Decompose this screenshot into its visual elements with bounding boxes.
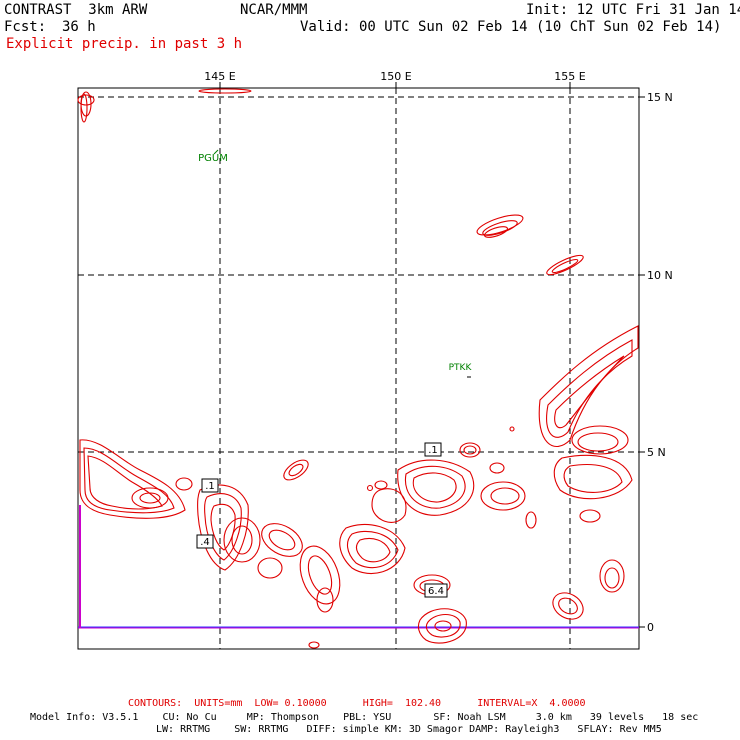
value-label: 6.4 — [428, 586, 444, 597]
graticule — [78, 88, 639, 649]
field-title: Explicit precip. in past 3 h — [6, 36, 243, 52]
valid-time: Valid: 00 UTC Sun 02 Feb 14 (10 ChT Sun … — [300, 19, 722, 35]
lat-tick-label: 5 N — [647, 446, 666, 459]
stations: PGUM PTKK — [198, 149, 473, 378]
value-label-box — [201, 478, 219, 493]
lat-tick-label: 10 N — [647, 269, 673, 282]
contour-info: CONTOURS: UNITS=mm LOW= 0.10000 HIGH= 10… — [128, 698, 586, 709]
init-time: Init: 12 UTC Fri 31 Jan 14 — [526, 2, 740, 18]
lat-labels: 15 N 10 N 5 N 0 — [647, 91, 673, 634]
value-label-box — [196, 534, 214, 549]
value-label: .1 — [428, 445, 438, 456]
lon-tick-label: 145 E — [204, 70, 235, 83]
ticks — [219, 82, 645, 628]
lon-tick-label: 150 E — [380, 70, 411, 83]
model-info-line-1: Model Info: V3.5.1 CU: No Cu MP: Thompso… — [30, 712, 699, 723]
value-label: .1 — [205, 481, 215, 492]
station-label: PGUM — [198, 153, 228, 164]
forecast-label: Fcst: — [4, 19, 47, 35]
lon-labels: 145 E 150 E 155 E — [204, 70, 585, 83]
value-labels: .1 .4 .1 6.4 — [196, 442, 448, 598]
station-marker — [213, 149, 219, 155]
value-label: .4 — [200, 537, 210, 548]
lon-tick-label: 155 E — [554, 70, 585, 83]
model-title: CONTRAST 3km ARW — [4, 2, 148, 18]
station-label: PTKK — [449, 363, 473, 373]
forecast-hour: 36 h — [62, 19, 96, 35]
value-label-box — [424, 583, 448, 598]
map-frame — [77, 87, 640, 650]
model-info-line-2: LW: RRTMG SW: RRTMG DIFF: simple KM: 3D … — [156, 724, 662, 735]
value-label-box — [424, 442, 442, 457]
center-name: NCAR/MMM — [240, 2, 308, 18]
lat-tick-label: 15 N — [647, 91, 673, 104]
precip-contours — [77, 88, 639, 649]
lat-tick-label: 0 — [647, 621, 654, 634]
